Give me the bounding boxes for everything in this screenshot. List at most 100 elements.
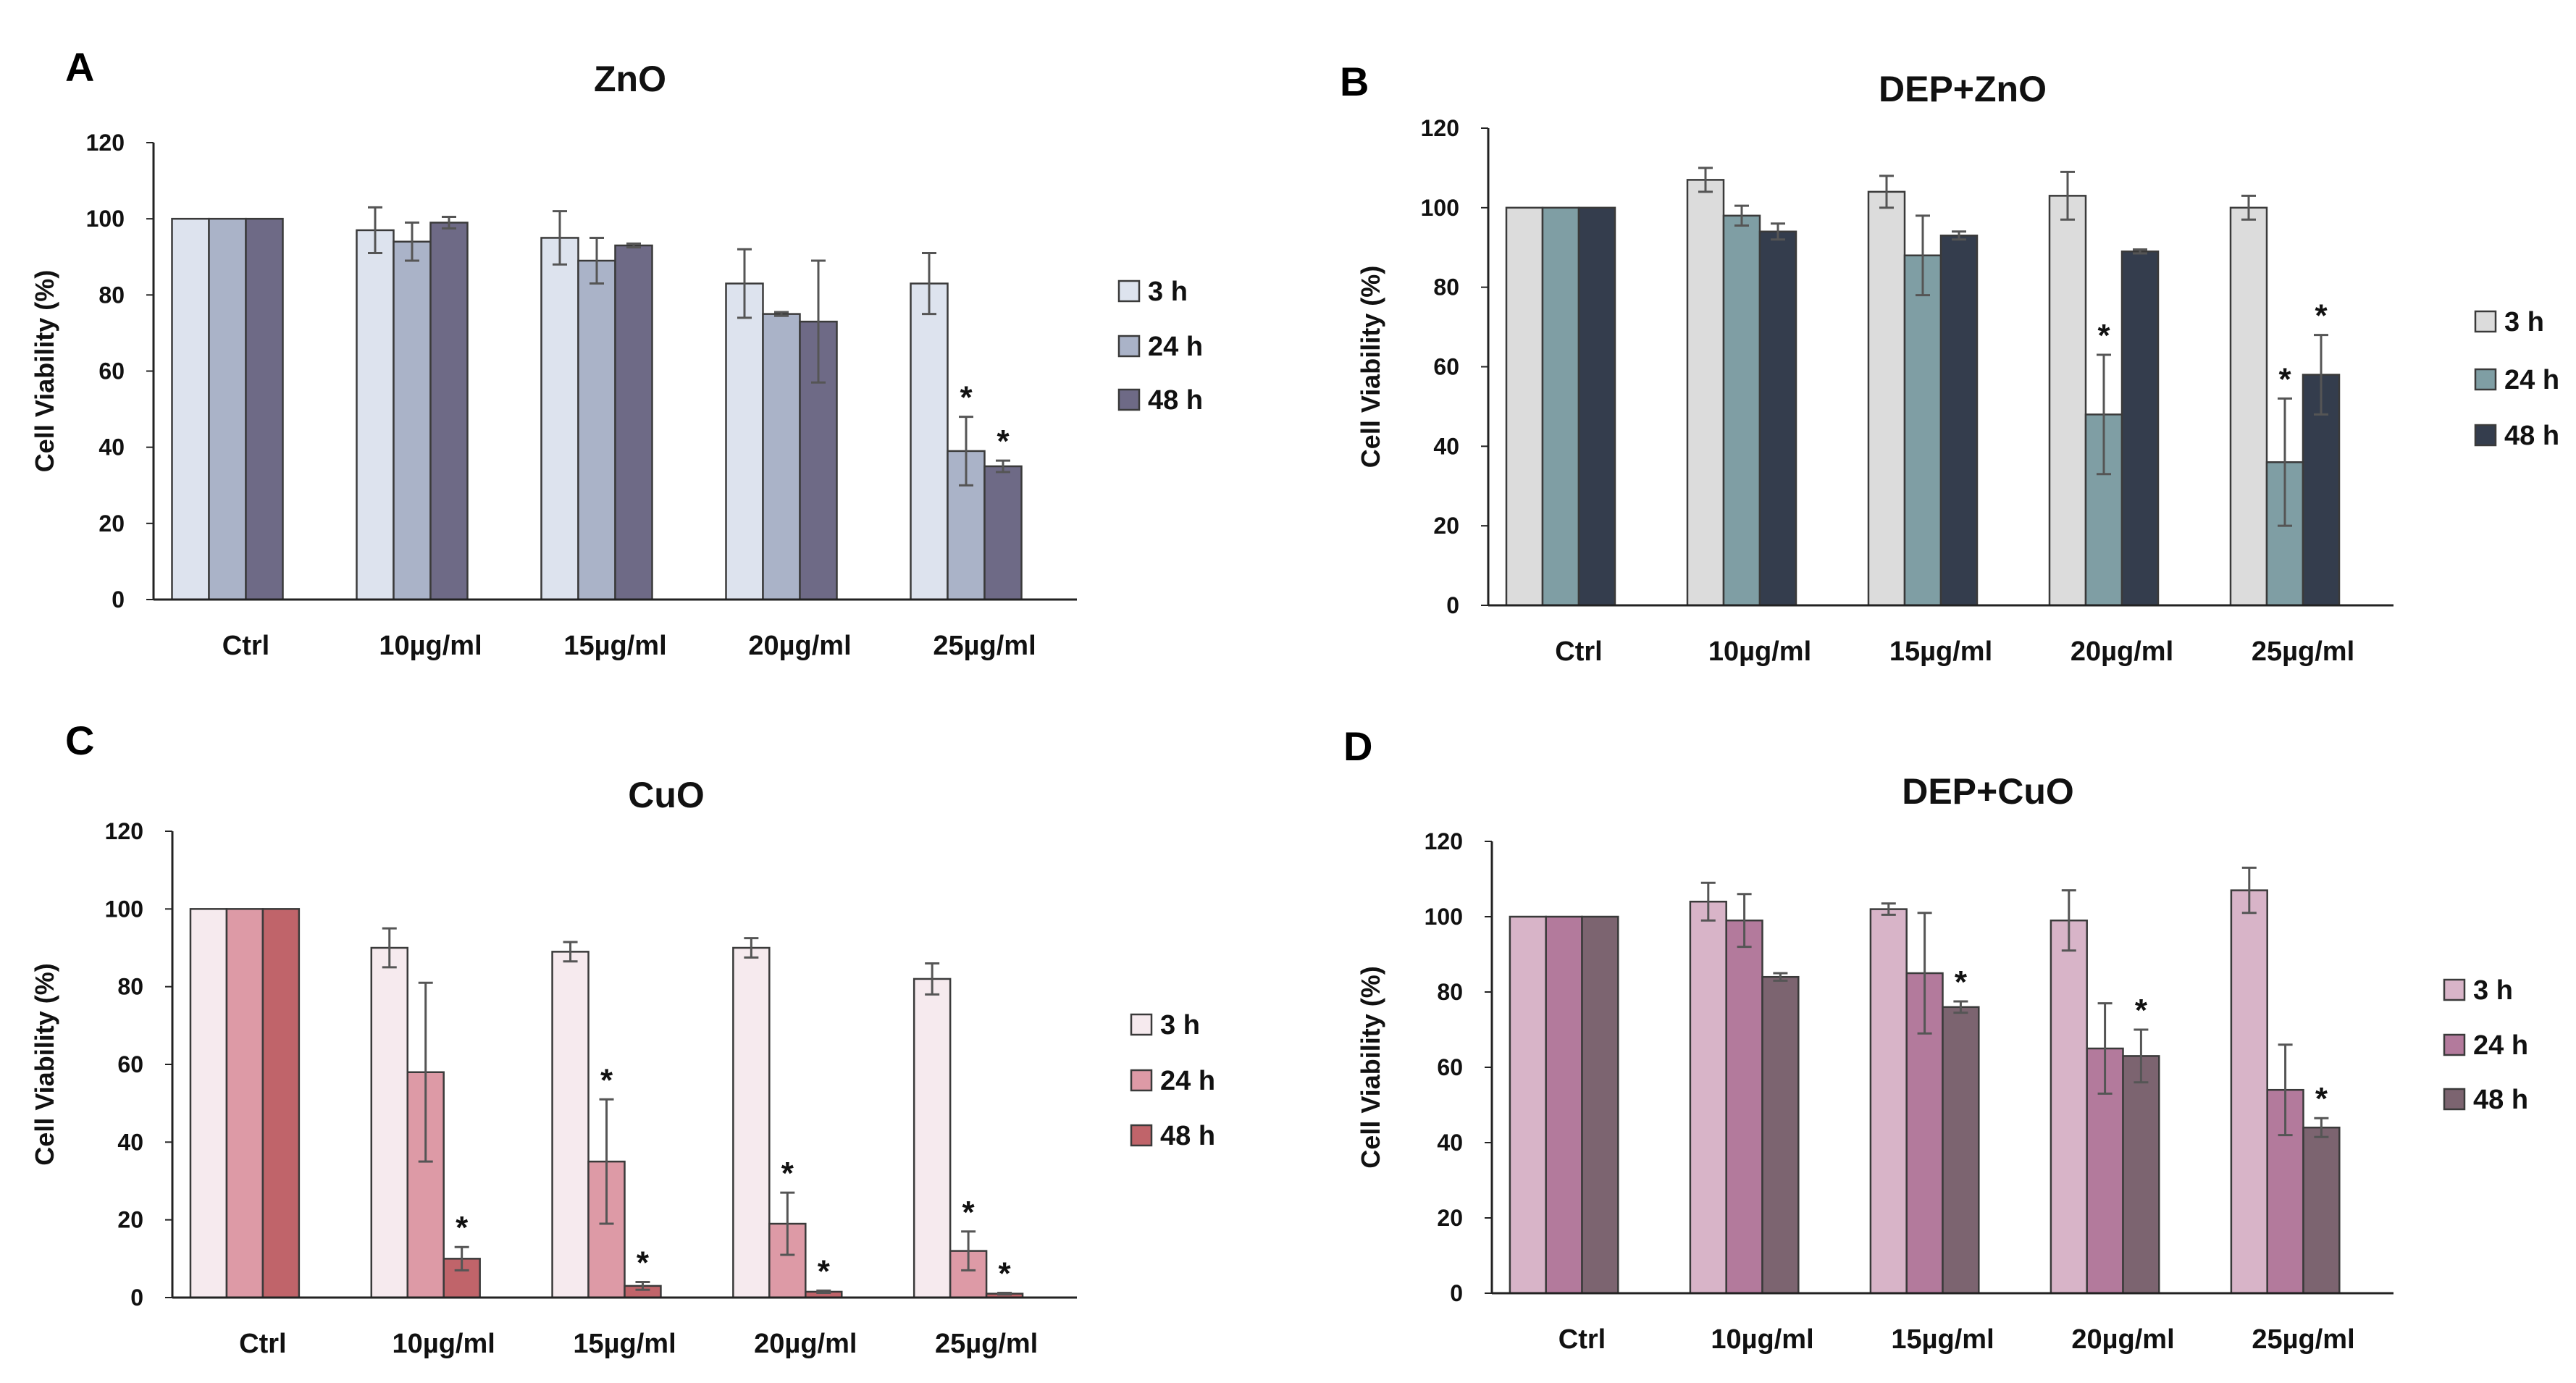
bar bbox=[1758, 230, 1797, 607]
legend-label: 48 h bbox=[2504, 421, 2559, 451]
significance-star: * bbox=[781, 1156, 794, 1191]
bar bbox=[540, 237, 579, 601]
bar bbox=[1942, 1006, 1980, 1295]
y-tick-label: 100 bbox=[86, 206, 125, 232]
x-tick-label: Ctrl bbox=[239, 1329, 286, 1359]
bar bbox=[762, 313, 801, 601]
bar bbox=[910, 282, 949, 601]
x-tick-label: 15µg/ml bbox=[1889, 636, 1992, 667]
panel-letter: C bbox=[65, 718, 94, 763]
bar bbox=[614, 244, 653, 601]
y-tick-label: 20 bbox=[1433, 513, 1459, 539]
significance-star: * bbox=[962, 1195, 976, 1230]
bar bbox=[551, 951, 590, 1299]
x-tick-label: Ctrl bbox=[222, 631, 269, 661]
y-tick-label: 80 bbox=[1437, 979, 1463, 1005]
x-tick-label: 15µg/ml bbox=[573, 1329, 676, 1359]
legend-label: 24 h bbox=[1160, 1066, 1215, 1096]
legend-label: 3 h bbox=[1160, 1010, 1200, 1041]
legend-label: 48 h bbox=[1148, 385, 1203, 416]
y-tick-label: 60 bbox=[117, 1051, 143, 1077]
bar bbox=[261, 908, 301, 1299]
legend-label: 48 h bbox=[2473, 1085, 2528, 1115]
legend-label: 48 h bbox=[1160, 1121, 1215, 1151]
chart-title: DEP+ZnO bbox=[1879, 69, 2047, 109]
y-tick-label: 40 bbox=[98, 434, 125, 461]
x-tick-label: 10µg/ml bbox=[1708, 636, 1811, 667]
panel-letter: B bbox=[1340, 59, 1369, 104]
bar bbox=[189, 908, 228, 1299]
legend-swatch bbox=[1130, 1069, 1153, 1092]
bar bbox=[2120, 250, 2160, 607]
y-tick-label: 80 bbox=[117, 974, 143, 1000]
y-tick-label: 40 bbox=[1437, 1130, 1463, 1156]
bar bbox=[2230, 889, 2268, 1295]
bar bbox=[983, 465, 1023, 601]
y-axis-label: Cell Viability (%) bbox=[30, 963, 59, 1165]
x-tick-label: 15µg/ml bbox=[563, 631, 666, 661]
legend-label: 24 h bbox=[2504, 365, 2559, 395]
legend-label: 24 h bbox=[2473, 1030, 2528, 1061]
legend: 3 h 24 h 48 h bbox=[1117, 277, 1203, 416]
x-tick-label: Ctrl bbox=[1555, 636, 1602, 667]
y-tick-label: 120 bbox=[105, 818, 143, 844]
y-tick-label: 40 bbox=[1433, 433, 1459, 459]
bar bbox=[208, 217, 247, 601]
bar bbox=[732, 946, 771, 1299]
x-tick-label: 25µg/ml bbox=[933, 631, 1036, 661]
bar bbox=[1577, 206, 1616, 607]
bar bbox=[2048, 195, 2087, 607]
legend-swatch bbox=[2474, 310, 2497, 333]
bar bbox=[1939, 235, 1979, 607]
chart-panel-c: C CuO 0 20 40 60 80 100 120 Cell Viability (%) Ctr… bbox=[30, 718, 1215, 1359]
legend-swatch bbox=[2443, 1088, 2466, 1111]
legend-swatch bbox=[2443, 978, 2466, 1001]
legend-swatch bbox=[1117, 279, 1141, 303]
y-tick-label: 100 bbox=[1421, 195, 1459, 221]
y-tick-label: 0 bbox=[130, 1285, 143, 1311]
bar bbox=[1903, 254, 1942, 607]
bar bbox=[912, 978, 952, 1299]
bar bbox=[1541, 206, 1580, 607]
chart-panel-b: B DEP+ZnO 0 20 40 60 80 100 120 Cell Viability (%… bbox=[1340, 59, 2559, 667]
y-tick-label: 60 bbox=[1437, 1054, 1463, 1080]
bar bbox=[1581, 915, 1619, 1295]
y-tick-label: 20 bbox=[1437, 1205, 1463, 1231]
significance-star: * bbox=[2315, 298, 2328, 334]
significance-star: * bbox=[456, 1210, 469, 1245]
legend: 3 h 24 h 48 h bbox=[2474, 307, 2559, 451]
x-tick-label: 15µg/ml bbox=[1891, 1324, 1994, 1355]
bar bbox=[370, 946, 408, 1299]
significance-star: * bbox=[2135, 993, 2148, 1028]
bar bbox=[1689, 900, 1727, 1295]
x-tick-label: 20µg/ml bbox=[2071, 1324, 2174, 1355]
y-tick-label: 40 bbox=[117, 1129, 143, 1155]
bar bbox=[245, 217, 284, 601]
y-tick-label: 0 bbox=[1446, 592, 1459, 618]
significance-star: * bbox=[1955, 964, 1968, 1000]
y-axis-label: Cell Viability (%) bbox=[1356, 966, 1385, 1168]
legend: 3 h 24 h 48 h bbox=[1130, 1010, 1215, 1151]
y-tick-label: 60 bbox=[98, 358, 125, 384]
y-axis-label: Cell Viability (%) bbox=[1356, 266, 1385, 468]
legend-swatch bbox=[2443, 1033, 2466, 1056]
bar bbox=[171, 217, 210, 601]
bar bbox=[429, 222, 469, 601]
bar bbox=[1505, 206, 1544, 607]
panel-letter: A bbox=[65, 44, 94, 90]
significance-star: * bbox=[818, 1253, 831, 1289]
legend-label: 3 h bbox=[2504, 307, 2544, 337]
legend-swatch bbox=[1117, 335, 1141, 358]
y-axis-label: Cell Viability (%) bbox=[30, 270, 59, 472]
y-tick-label: 80 bbox=[1433, 274, 1459, 300]
bar bbox=[356, 229, 395, 601]
bar bbox=[225, 908, 264, 1299]
significance-star: * bbox=[960, 380, 973, 416]
legend-swatch bbox=[2474, 368, 2497, 391]
bar bbox=[577, 259, 616, 601]
x-tick-label: 20µg/ml bbox=[754, 1329, 857, 1359]
y-tick-label: 100 bbox=[105, 896, 143, 922]
chart-panel-a: A ZnO 0 20 40 60 80 100 120 Cell Viability (%) Ctr… bbox=[30, 44, 1203, 661]
legend-swatch bbox=[1130, 1013, 1153, 1036]
